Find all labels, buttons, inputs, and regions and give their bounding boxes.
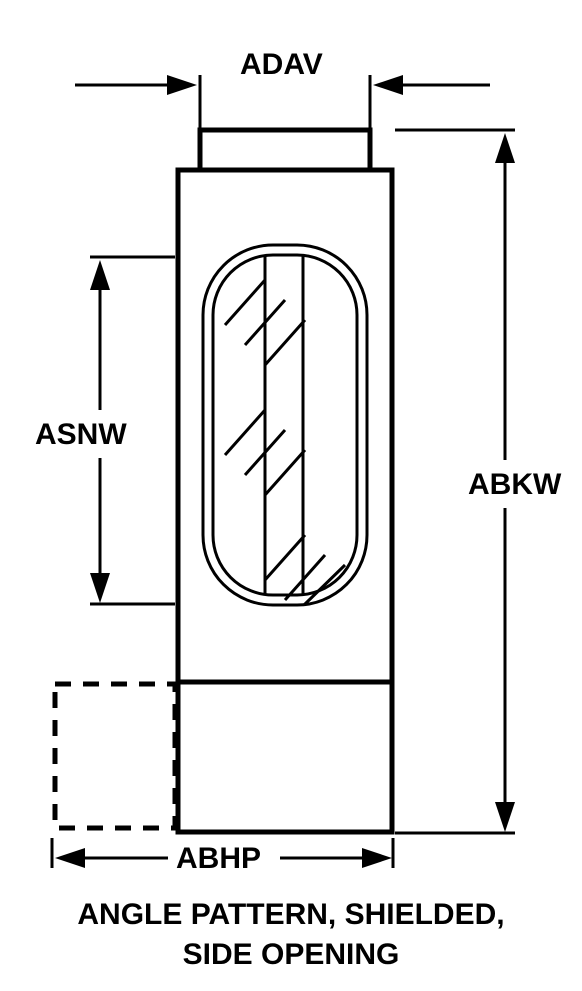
title-line1: ANGLE PATTERN, SHIELDED, bbox=[0, 898, 582, 932]
label-adav: ADAV bbox=[240, 48, 323, 82]
diagram-container: ADAV ABKW ASNW ABHP ANGLE PATTERN, SHIEL… bbox=[0, 0, 582, 991]
title-line2: SIDE OPENING bbox=[0, 938, 582, 972]
label-asnw: ASNW bbox=[35, 418, 127, 452]
label-abhp: ABHP bbox=[176, 842, 261, 876]
label-abkw: ABKW bbox=[468, 468, 561, 502]
